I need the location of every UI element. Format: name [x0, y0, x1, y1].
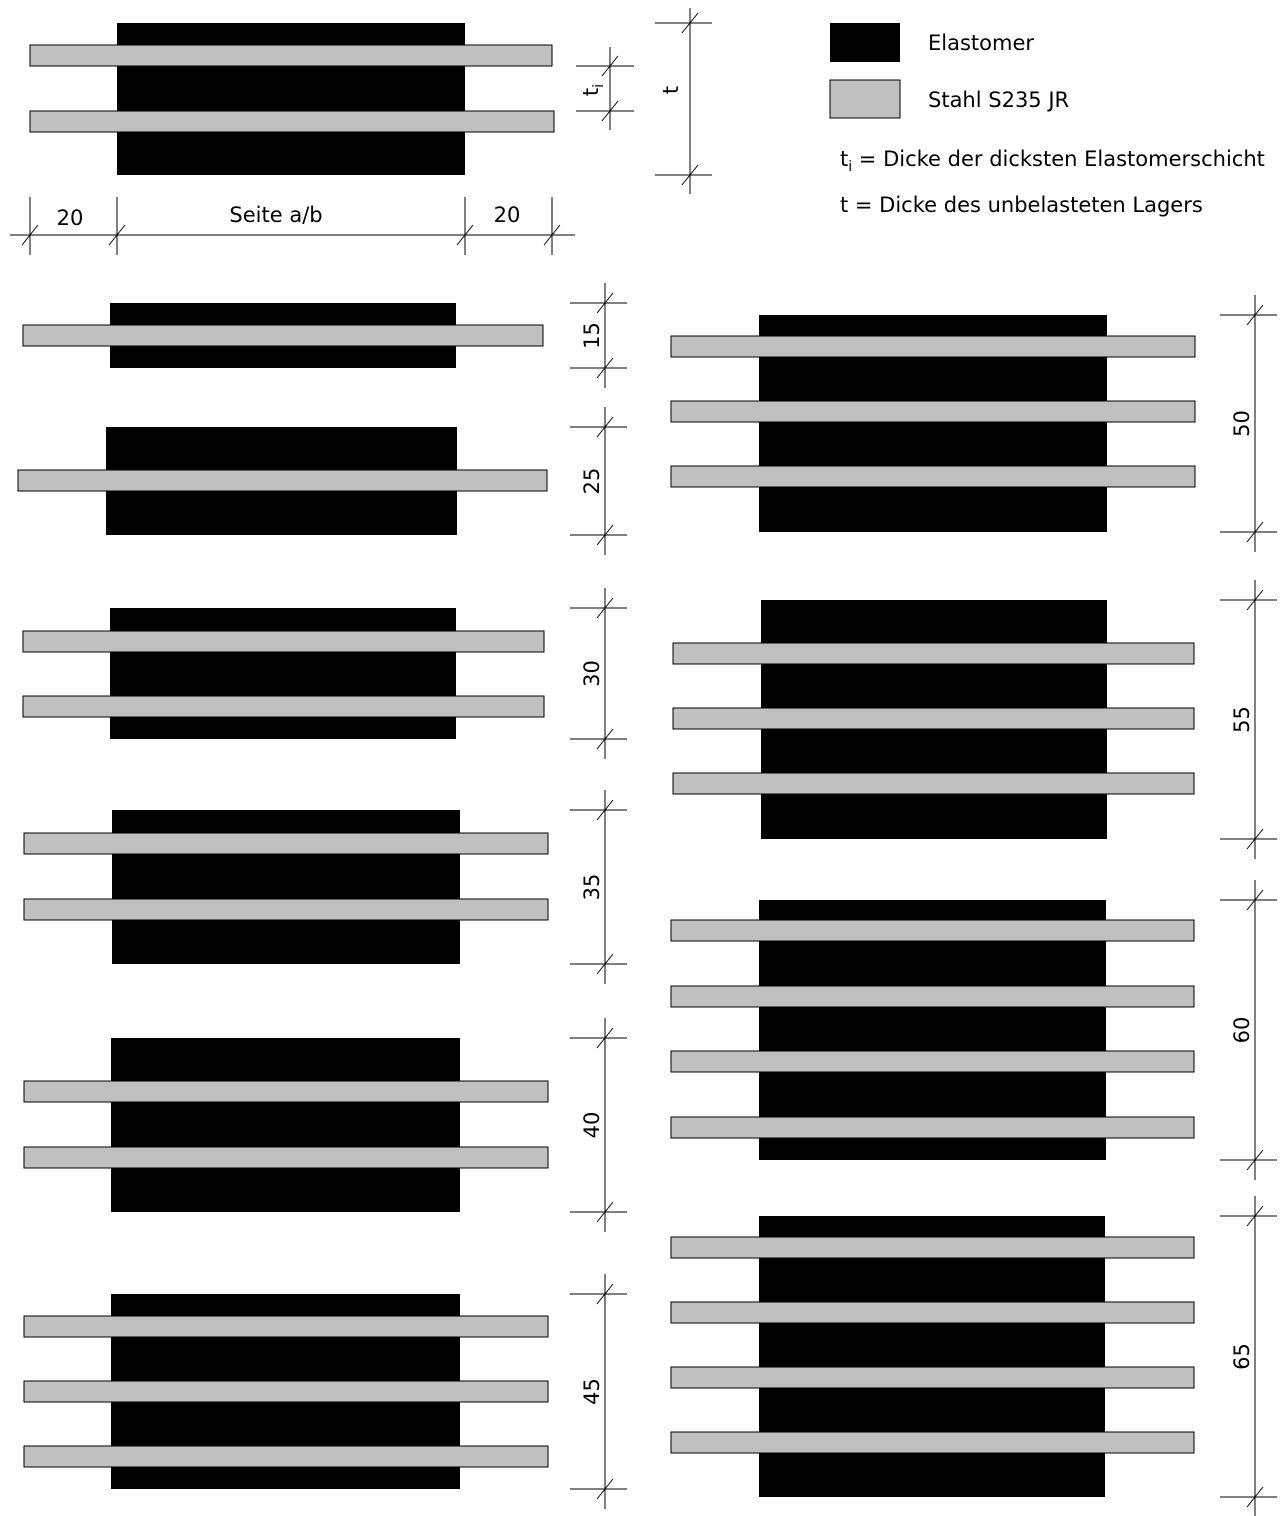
thickness-label: 30: [580, 660, 604, 687]
thickness-tick-top: [596, 416, 614, 438]
thickness-tick-bottom: [596, 1478, 614, 1500]
thickness-tick-top: [596, 1283, 614, 1305]
ti-label: ti: [579, 84, 607, 96]
thickness-tick-top: [1246, 889, 1264, 911]
bearing-40: 40: [23, 1018, 627, 1232]
bearing-30: 30: [22, 588, 627, 759]
thickness-tick-bottom: [596, 953, 614, 975]
t-dimension: t: [655, 8, 712, 194]
bearing-55: 55: [672, 580, 1277, 859]
width-dimension: 20 Seite a/b 20: [10, 197, 575, 255]
bearing-45: 45: [23, 1274, 627, 1509]
thickness-label: 15: [580, 322, 604, 349]
bearing-25: 25: [17, 407, 627, 555]
thickness-tick-bottom: [596, 1201, 614, 1223]
reference-bearing: [29, 23, 555, 175]
thickness-label: 35: [580, 874, 604, 901]
steel-plate: [23, 898, 549, 921]
thickness-label: 25: [580, 468, 604, 495]
thickness-label: 65: [1230, 1343, 1254, 1370]
steel-plate: [670, 1050, 1195, 1073]
reference-steel-plate: [29, 110, 555, 133]
steel-plate: [670, 1431, 1195, 1454]
thickness-tick-top: [1246, 589, 1264, 611]
thickness-tick-bottom: [1246, 521, 1264, 543]
steel-plate: [670, 400, 1196, 423]
steel-plate: [22, 695, 545, 718]
steel-plate: [670, 1301, 1195, 1324]
bearing-35: 35: [23, 790, 627, 984]
edge-right-label: 20: [494, 203, 521, 227]
steel-plate: [670, 919, 1195, 942]
legend-steel-label: Stahl S235 JR: [928, 88, 1069, 112]
thickness-label: 55: [1230, 706, 1254, 733]
steel-plate: [23, 1315, 549, 1338]
thickness-tick-top: [596, 292, 614, 314]
steel-plate: [670, 1366, 1195, 1389]
steel-plate: [672, 707, 1195, 730]
steel-plate: [672, 642, 1195, 665]
steel-plate: [23, 1146, 549, 1169]
legend-ti-definition: ti = Dicke der dicksten Elastomerschicht: [840, 147, 1265, 175]
legend-elastomer-label: Elastomer: [928, 31, 1034, 55]
steel-plate: [672, 772, 1195, 795]
thickness-tick-bottom: [596, 728, 614, 750]
reference-steel-plate: [29, 44, 553, 67]
steel-plate: [670, 1236, 1195, 1259]
steel-plate: [670, 465, 1196, 488]
thickness-label: 45: [580, 1378, 604, 1405]
steel-plate: [670, 1116, 1195, 1139]
steel-plate: [670, 335, 1196, 358]
bearing-65: 65: [670, 1196, 1277, 1516]
bearing-60: 60: [670, 880, 1277, 1180]
thickness-tick-top: [1246, 1205, 1264, 1227]
legend-elastomer-swatch: [830, 23, 900, 62]
elastomer-block: [110, 608, 456, 739]
steel-plate: [23, 1380, 549, 1403]
bearing-variants: 15 25 30 35 40 45 50 55 60 65: [17, 283, 1277, 1516]
ti-dimension: ti: [576, 47, 634, 130]
thickness-tick-top: [1246, 304, 1264, 326]
steel-plate: [23, 1080, 549, 1103]
steel-plate: [23, 1445, 549, 1468]
thickness-label: 40: [580, 1112, 604, 1139]
steel-plate: [670, 985, 1195, 1008]
thickness-tick-bottom: [1246, 1486, 1264, 1508]
legend-t-definition: t = Dicke des unbelasteten Lagers: [840, 193, 1203, 217]
thickness-tick-top: [596, 799, 614, 821]
thickness-tick-bottom: [1246, 1149, 1264, 1171]
steel-plate: [22, 324, 544, 347]
side-label: Seite a/b: [229, 203, 322, 227]
t-label: t: [659, 86, 683, 94]
thickness-label: 60: [1230, 1017, 1254, 1044]
thickness-label: 50: [1230, 410, 1254, 437]
thickness-tick-bottom: [596, 524, 614, 546]
thickness-tick-bottom: [1246, 828, 1264, 850]
steel-plate: [22, 630, 545, 653]
legend: Elastomer Stahl S235 JR ti = Dicke der d…: [829, 23, 1265, 217]
elastomer-block: [111, 1038, 460, 1212]
steel-plate: [17, 469, 548, 492]
steel-plate: [23, 832, 549, 855]
edge-left-label: 20: [57, 206, 84, 230]
bearing-15: 15: [22, 283, 627, 388]
thickness-tick-top: [596, 597, 614, 619]
legend-steel-swatch: [829, 79, 901, 119]
thickness-tick-bottom: [596, 357, 614, 379]
thickness-tick-top: [596, 1027, 614, 1049]
bearing-50: 50: [670, 295, 1277, 552]
